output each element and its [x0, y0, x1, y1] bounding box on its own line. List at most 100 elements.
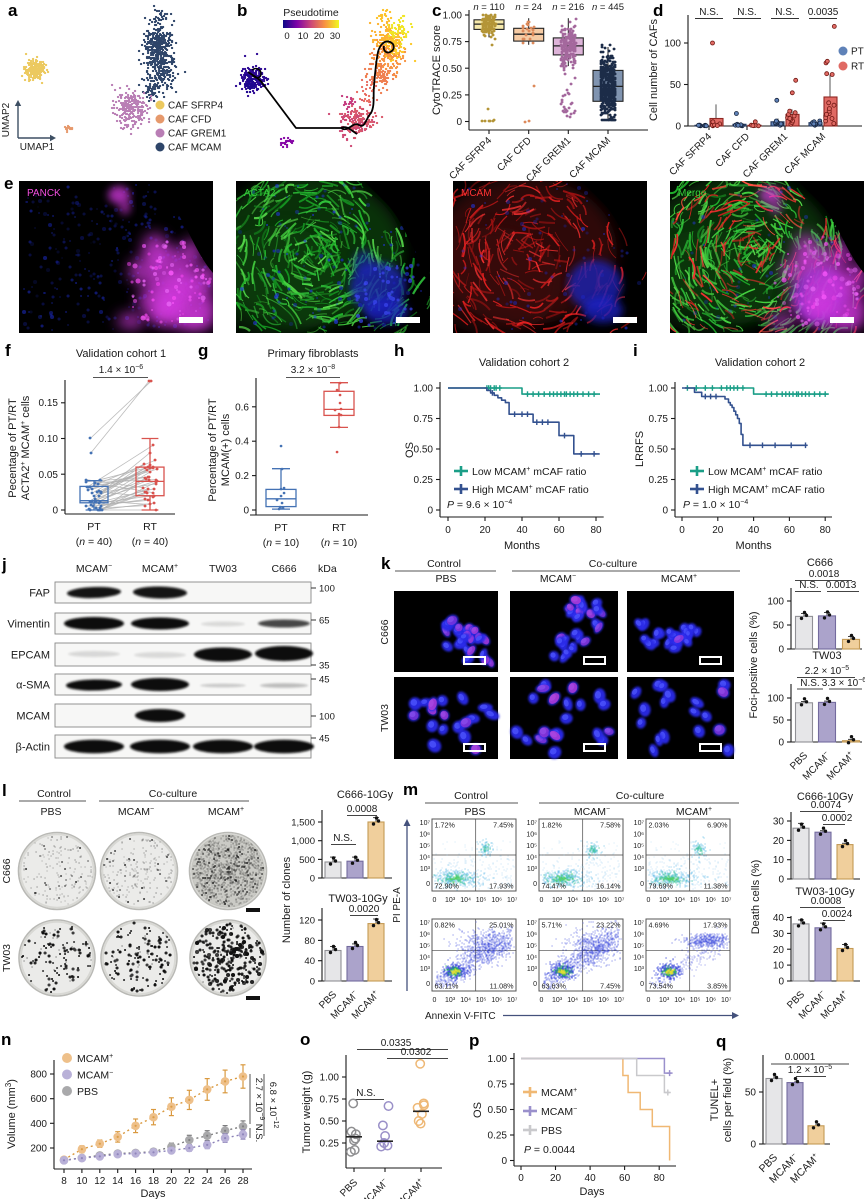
- svg-text:(n = 40): (n = 40): [76, 536, 113, 548]
- svg-text:40: 40: [585, 1173, 597, 1184]
- svg-text:Months: Months: [504, 540, 541, 552]
- svg-text:Death cells (%): Death cells (%): [750, 860, 762, 935]
- svg-text:10⁵: 10⁵: [526, 943, 537, 950]
- svg-text:40: 40: [304, 956, 315, 967]
- svg-text:N.S.: N.S.: [737, 7, 756, 18]
- svg-text:10⁵: 10⁵: [419, 943, 430, 950]
- svg-text:10⁷: 10⁷: [420, 820, 431, 827]
- svg-text:MCAM+: MCAM+: [77, 1053, 113, 1065]
- svg-text:MCAM: MCAM: [461, 188, 492, 199]
- svg-text:1.00: 1.00: [414, 384, 434, 395]
- svg-text:10: 10: [773, 961, 785, 972]
- svg-text:N.S.: N.S.: [775, 7, 794, 18]
- svg-text:10⁴: 10⁴: [674, 997, 685, 1004]
- svg-text:1.4 × 10−6: 1.4 × 10−6: [99, 364, 144, 376]
- svg-text:0: 0: [243, 506, 249, 517]
- svg-text:n = 445: n = 445: [592, 2, 624, 13]
- svg-text:High MCAM+ mCAF ratio: High MCAM+ mCAF ratio: [708, 484, 825, 496]
- svg-text:28: 28: [237, 1176, 249, 1187]
- svg-text:UMAP1: UMAP1: [20, 142, 55, 153]
- svg-text:Tumor weight (g): Tumor weight (g): [301, 1071, 313, 1154]
- svg-text:10⁴: 10⁴: [419, 955, 430, 962]
- svg-text:10⁴: 10⁴: [674, 897, 685, 904]
- svg-text:1.82%: 1.82%: [542, 821, 563, 830]
- svg-text:TUNEL+: TUNEL+: [709, 1079, 721, 1122]
- svg-text:80: 80: [654, 1173, 666, 1184]
- svg-text:CAF MCAM: CAF MCAM: [783, 131, 828, 176]
- svg-text:0: 0: [445, 525, 451, 536]
- svg-text:MCAM+: MCAM+: [142, 563, 178, 575]
- svg-text:MCAM+: MCAM+: [394, 1177, 427, 1199]
- svg-text:1.72%: 1.72%: [435, 821, 456, 830]
- svg-text:10⁷: 10⁷: [614, 897, 625, 904]
- svg-text:n = 24: n = 24: [515, 2, 542, 13]
- svg-text:MCAM: MCAM: [16, 711, 50, 723]
- svg-text:CAF SFRP4: CAF SFRP4: [667, 131, 714, 178]
- svg-text:OS: OS: [404, 442, 416, 458]
- svg-text:0: 0: [501, 1156, 507, 1167]
- svg-text:10⁵: 10⁵: [526, 843, 537, 850]
- svg-text:PBS: PBS: [77, 1086, 98, 1098]
- svg-text:10⁵: 10⁵: [690, 997, 701, 1004]
- svg-text:0: 0: [778, 645, 784, 656]
- svg-text:TW03: TW03: [812, 650, 841, 662]
- svg-text:10: 10: [298, 31, 309, 42]
- svg-text:1.00: 1.00: [649, 384, 669, 395]
- svg-text:10³: 10³: [445, 997, 456, 1004]
- svg-text:0: 0: [778, 977, 784, 988]
- svg-text:45: 45: [319, 734, 330, 745]
- svg-text:Low MCAM+ mCAF ratio: Low MCAM+ mCAF ratio: [472, 466, 587, 478]
- svg-text:0: 0: [778, 875, 784, 886]
- svg-text:10⁶: 10⁶: [419, 832, 430, 839]
- svg-text:0.75: 0.75: [488, 1080, 508, 1091]
- svg-text:50: 50: [773, 621, 785, 632]
- svg-text:10⁴: 10⁴: [567, 997, 578, 1004]
- svg-text:10⁶: 10⁶: [526, 832, 537, 839]
- svg-text:PBS: PBS: [435, 573, 456, 585]
- svg-text:0.25: 0.25: [414, 475, 434, 486]
- svg-text:kDa: kDa: [318, 563, 337, 575]
- svg-text:0.2: 0.2: [235, 471, 249, 482]
- svg-text:0: 0: [52, 506, 58, 517]
- svg-text:0.15: 0.15: [39, 398, 59, 409]
- svg-text:0.0302: 0.0302: [401, 1047, 432, 1058]
- svg-text:20: 20: [550, 1173, 562, 1184]
- svg-text:80: 80: [304, 936, 315, 947]
- svg-text:3.85%: 3.85%: [707, 982, 728, 991]
- svg-text:C666-10Gy: C666-10Gy: [797, 791, 854, 803]
- svg-text:79.69%: 79.69%: [649, 882, 674, 891]
- svg-text:10⁷: 10⁷: [634, 920, 645, 927]
- svg-text:30: 30: [773, 929, 785, 940]
- svg-text:10³: 10³: [445, 897, 456, 904]
- svg-text:30: 30: [330, 31, 341, 42]
- svg-text:10⁶: 10⁶: [633, 932, 644, 939]
- svg-text:Annexin V-FITC: Annexin V-FITC: [425, 1011, 496, 1022]
- svg-text:0.0024: 0.0024: [822, 909, 853, 920]
- svg-text:b: b: [237, 1, 247, 20]
- svg-text:MCAM−: MCAM−: [358, 1177, 391, 1199]
- svg-text:10⁵: 10⁵: [476, 897, 487, 904]
- svg-text:P = 0.0044: P = 0.0044: [524, 1144, 575, 1156]
- svg-text:60: 60: [553, 525, 565, 536]
- svg-text:10⁵: 10⁵: [583, 997, 594, 1004]
- svg-text:10⁶: 10⁶: [491, 897, 502, 904]
- svg-text:CAF SFRP4: CAF SFRP4: [168, 101, 223, 112]
- svg-text:50: 50: [670, 80, 682, 91]
- svg-text:g: g: [198, 341, 208, 360]
- svg-text:k: k: [381, 554, 391, 573]
- svg-text:PBS: PBS: [464, 806, 485, 818]
- svg-text:Percentage of PT/RT: Percentage of PT/RT: [207, 398, 219, 501]
- svg-text:(n = 10): (n = 10): [321, 537, 358, 549]
- svg-text:10⁶: 10⁶: [598, 897, 609, 904]
- svg-text:63.63%: 63.63%: [542, 982, 567, 991]
- svg-text:17.93%: 17.93%: [489, 882, 514, 891]
- svg-text:10⁷: 10⁷: [527, 920, 538, 927]
- svg-text:25.01%: 25.01%: [489, 921, 514, 930]
- svg-text:0.50: 0.50: [649, 445, 669, 456]
- svg-text:0.05: 0.05: [39, 470, 59, 481]
- svg-text:10⁶: 10⁶: [705, 997, 716, 1004]
- svg-text:10⁴: 10⁴: [633, 955, 644, 962]
- svg-text:PT: PT: [274, 522, 288, 534]
- svg-text:MCAM−: MCAM−: [574, 806, 610, 818]
- svg-text:2.2 × 10−5: 2.2 × 10−5: [805, 665, 850, 677]
